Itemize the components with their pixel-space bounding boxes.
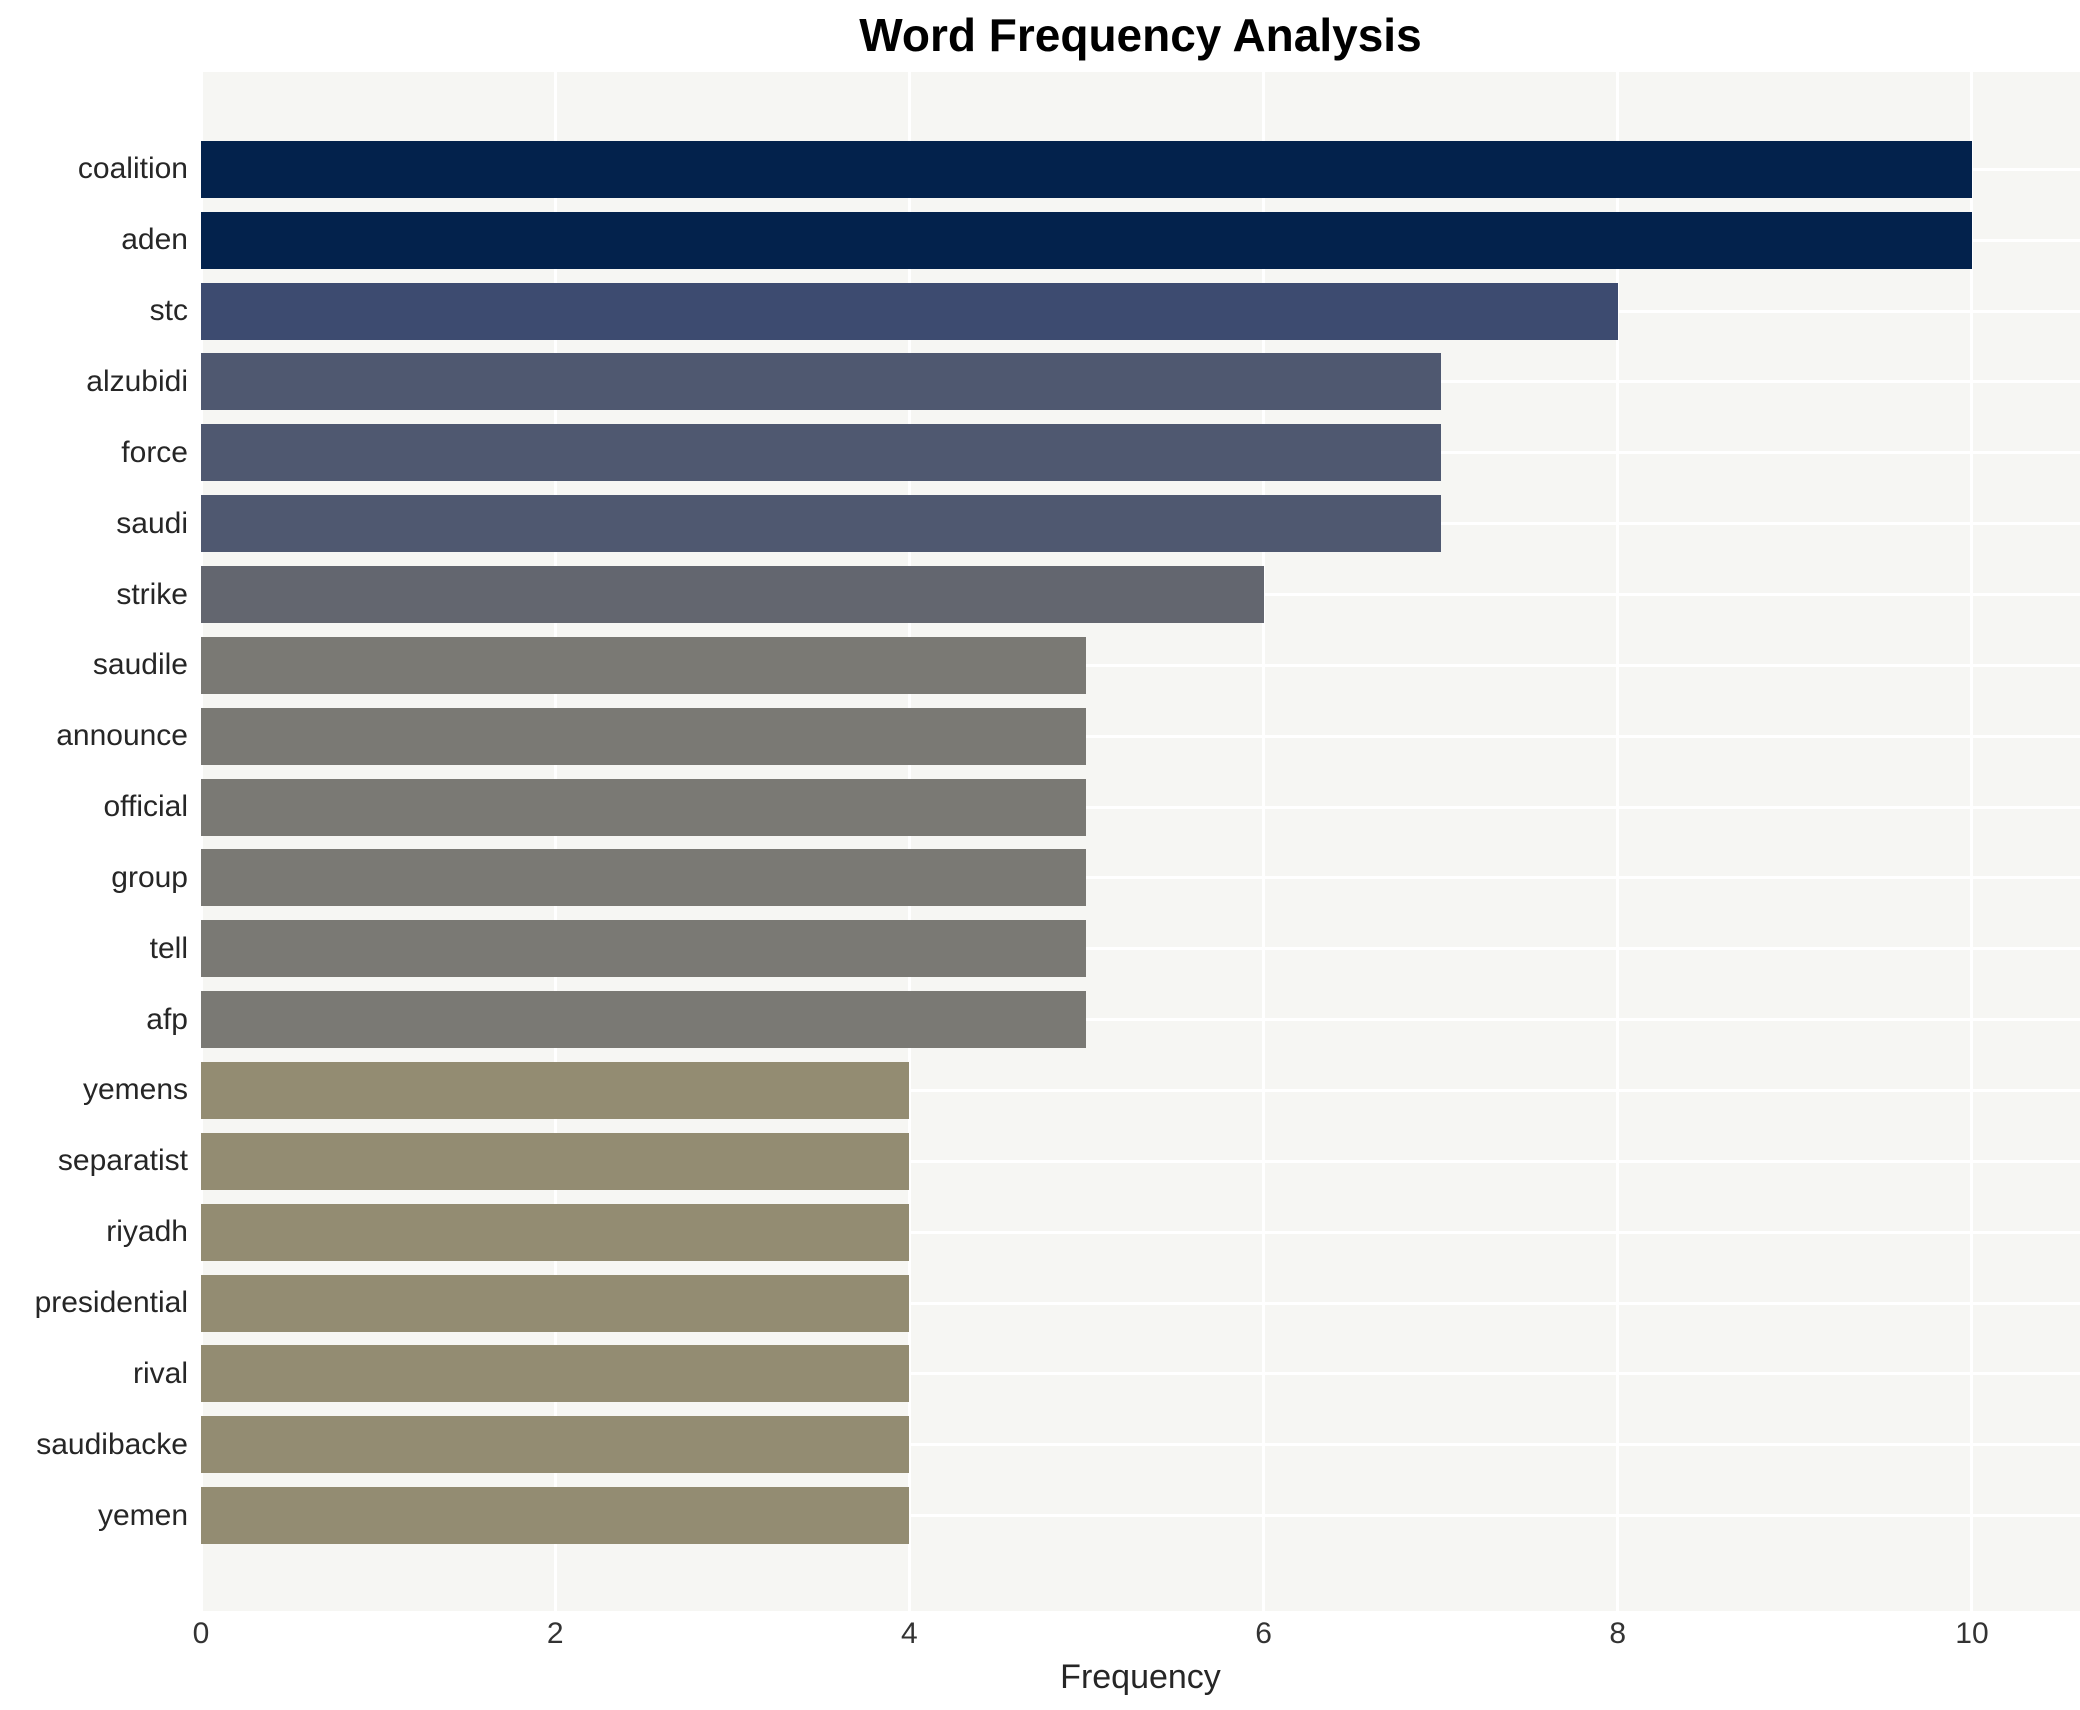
- y-axis-label-announce: announce: [56, 719, 188, 753]
- y-axis-label-saudi: saudi: [116, 506, 188, 540]
- x-tick-label-2: 2: [546, 1617, 564, 1650]
- chart-title: Word Frequency Analysis: [859, 9, 1422, 61]
- bar-riyadh: [201, 1203, 910, 1261]
- x-tick-label-0: 0: [192, 1617, 210, 1650]
- gridline-x-8: [1616, 72, 1620, 1611]
- gridline-x-0: [199, 72, 203, 1611]
- y-axis-label-rival: rival: [132, 1356, 188, 1390]
- y-axis-label-coalition: coalition: [77, 152, 188, 186]
- y-axis-label-stc: stc: [149, 294, 188, 328]
- y-axis-label-yemens: yemens: [82, 1073, 188, 1107]
- bar-strike: [201, 566, 1264, 624]
- bar-force: [201, 424, 1441, 482]
- y-axis-label-afp: afp: [146, 1002, 188, 1036]
- bar-yemen: [201, 1487, 910, 1545]
- y-axis-label-aden: aden: [121, 223, 188, 257]
- gridline-y-separatist: [201, 1159, 2080, 1163]
- y-axis-label-tell: tell: [149, 931, 188, 965]
- gridline-x-4: [907, 72, 911, 1611]
- y-axis-label-saudile: saudile: [92, 648, 188, 682]
- bar-official: [201, 778, 1087, 836]
- y-axis-label-yemen: yemen: [97, 1498, 188, 1532]
- bar-announce: [201, 707, 1087, 765]
- gridline-y-tell: [201, 947, 2080, 951]
- gridline-y-yemen: [201, 1514, 2080, 1518]
- x-axis-title: Frequency: [1060, 1658, 1221, 1696]
- bar-afp: [201, 991, 1087, 1049]
- bar-aden: [201, 211, 1972, 269]
- gridline-y-announce: [201, 734, 2080, 738]
- gridline-x-10: [1970, 72, 1974, 1611]
- gridline-x-2: [553, 72, 557, 1611]
- gridline-y-saudile: [201, 663, 2080, 667]
- gridline-y-presidential: [201, 1301, 2080, 1305]
- y-axis-label-riyadh: riyadh: [106, 1215, 188, 1249]
- bar-presidential: [201, 1274, 910, 1332]
- bar-saudi: [201, 495, 1441, 553]
- y-axis-label-alzubidi: alzubidi: [86, 364, 188, 398]
- x-tick-label-4: 4: [901, 1617, 918, 1650]
- bar-stc: [201, 282, 1618, 340]
- y-axis-label-strike: strike: [116, 577, 188, 611]
- bar-alzubidi: [201, 353, 1441, 411]
- bar-saudile: [201, 636, 1087, 694]
- bar-tell: [201, 920, 1087, 978]
- y-axis-label-presidential: presidential: [34, 1286, 188, 1320]
- bar-rival: [201, 1345, 910, 1403]
- gridline-y-official: [201, 805, 2080, 809]
- gridline-y-rival: [201, 1372, 2080, 1376]
- x-tick-label-6: 6: [1255, 1617, 1272, 1650]
- bar-yemens: [201, 1061, 910, 1119]
- bar-separatist: [201, 1132, 910, 1190]
- y-axis-label-official: official: [103, 790, 189, 824]
- gridline-y-riyadh: [201, 1230, 2080, 1234]
- y-axis-label-group: group: [111, 860, 188, 894]
- x-tick-label-10: 10: [1955, 1617, 1989, 1650]
- gridline-y-yemens: [201, 1088, 2080, 1092]
- gridline-y-afp: [201, 1018, 2080, 1022]
- plot-area: [199, 72, 2080, 1611]
- gridline-y-group: [201, 876, 2080, 880]
- gridline-x-6: [1262, 72, 1266, 1611]
- bar-saudibacke: [201, 1416, 910, 1474]
- bar-group: [201, 849, 1087, 907]
- bar-coalition: [201, 140, 1972, 198]
- y-axis-label-saudibacke: saudibacke: [36, 1427, 188, 1461]
- y-axis-label-force: force: [121, 435, 188, 469]
- gridline-y-saudibacke: [201, 1443, 2080, 1447]
- y-axis-label-separatist: separatist: [57, 1144, 188, 1178]
- x-tick-label-8: 8: [1609, 1617, 1627, 1650]
